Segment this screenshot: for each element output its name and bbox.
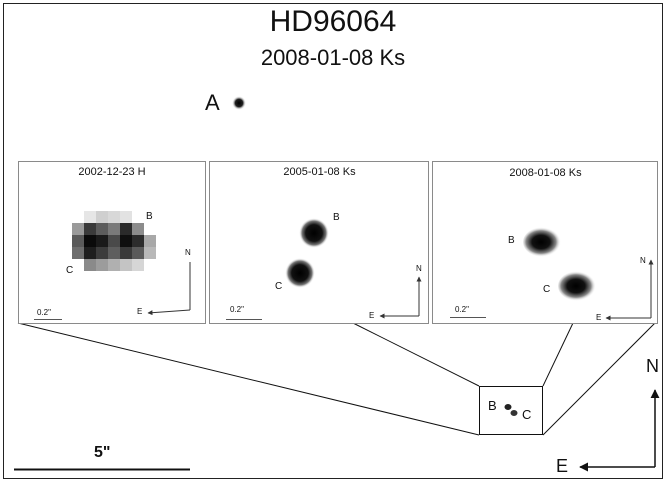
panel-2002-label-b: B (146, 211, 153, 222)
panel-2008-title: 2008-01-08 Ks (509, 167, 582, 179)
panel-2008-scale-label: 0.2" (455, 305, 469, 314)
panel-2002-north-label: N (185, 248, 191, 257)
panel-2002 (18, 161, 206, 324)
inset-label-c: C (522, 407, 532, 422)
panel-2008-label-c: C (543, 284, 551, 295)
panel-2002-label-c: C (66, 265, 74, 276)
star-a-label: A (205, 90, 220, 115)
star-c-blob (558, 271, 598, 301)
inset-label-b: B (488, 398, 497, 413)
star-c-blob (285, 258, 315, 288)
panel-2005-label-c: C (275, 281, 283, 292)
figure-subtitle: 2008-01-08 Ks (260, 45, 406, 70)
zoom-connector-lines (17, 322, 656, 436)
inset-box (479, 386, 543, 435)
compass-east-label: E (556, 456, 569, 476)
panel-east-arrow (147, 309, 191, 316)
panel-2005-scale-label: 0.2" (230, 305, 244, 314)
inset-star-b (504, 404, 512, 410)
panel-2002-east-label: E (137, 307, 143, 316)
pixelated-image (72, 211, 156, 271)
panel-2005-title: 2005-01-08 Ks (283, 166, 356, 178)
panel-2008 (432, 161, 658, 324)
panel-2005-label-b: B (333, 212, 340, 223)
panel-2005-east-label: E (369, 311, 375, 320)
inset-star-c (510, 410, 518, 416)
panel-2008-east-label: E (596, 313, 602, 322)
panel-2002-title: 2002-12-23 H (78, 166, 146, 178)
panel-2005-north-label: N (416, 264, 422, 273)
compass-north-label: N (646, 356, 659, 376)
scale-bar-label: 5" (94, 444, 111, 461)
figure-title: HD96064 (269, 5, 397, 38)
star-b-blob (523, 227, 563, 257)
panel-2008-north-label: N (640, 256, 646, 265)
panel-2002-scale-label: 0.2" (37, 308, 51, 317)
panel-2008-label-b: B (508, 235, 515, 246)
star-a (232, 96, 246, 110)
star-b-blob (299, 218, 329, 248)
panel-2005 (209, 161, 429, 324)
